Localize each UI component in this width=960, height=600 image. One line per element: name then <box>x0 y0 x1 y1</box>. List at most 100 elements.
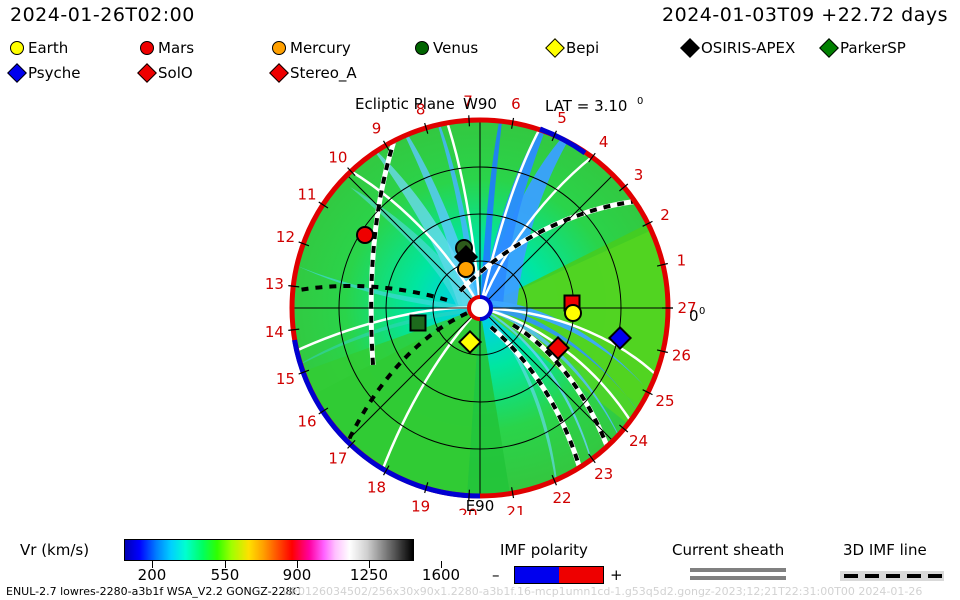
plot-marker-mercury[interactable] <box>457 260 475 278</box>
radial-tick-label-14: 14 <box>265 323 284 341</box>
radial-tick-label-11: 11 <box>298 185 317 203</box>
radial-tick-label-20: 20 <box>458 506 477 515</box>
radial-tick-mark <box>298 369 310 375</box>
radial-tick-label-10: 10 <box>328 148 347 166</box>
radial-tick-label-2: 2 <box>660 206 670 224</box>
colorbar-tick-label: 1250 <box>349 566 389 584</box>
colorbar-tick-label: 200 <box>137 566 167 584</box>
legend-item-osiris-apex[interactable]: OSIRIS-APEX <box>680 37 796 59</box>
osiris-apex-diamond-icon <box>680 38 700 58</box>
radial-tick-mark <box>656 262 668 267</box>
imf-line-dash <box>844 574 858 578</box>
colorbar-tick-mark <box>441 561 442 568</box>
radial-tick-label-25: 25 <box>655 392 674 410</box>
radial-tick-mark <box>619 424 629 433</box>
colorbar-gradient <box>125 540 413 560</box>
imf-line-dash <box>907 574 921 578</box>
radial-tick-label-7: 7 <box>463 95 473 110</box>
radial-tick-mark <box>511 487 515 499</box>
heliosphere-polar-plot: 1 2 3 4 5 6 7 8 9 10 11 12 13 14 15 16 17 18 19 20 21 22 23 24 2… <box>255 95 705 515</box>
radial-tick-mark <box>382 465 390 476</box>
legend-item-bepi[interactable]: Bepi <box>545 37 599 59</box>
radial-tick-label-18: 18 <box>367 478 386 496</box>
current-sheath-title: Current sheath <box>672 541 785 559</box>
legend-item-psyche[interactable]: Psyche <box>7 62 81 84</box>
radial-tick-mark <box>656 349 668 354</box>
radial-tick-label-4: 4 <box>599 133 609 151</box>
radial-tick-label-8: 8 <box>416 101 426 119</box>
legend-label-psyche: Psyche <box>28 64 81 82</box>
radial-tick-mark <box>588 453 596 464</box>
legend-item-stereo_a[interactable]: Stereo_A <box>269 62 357 84</box>
colorbar-tick-mark <box>369 561 370 568</box>
parkersp-diamond-icon <box>819 38 839 58</box>
legend-item-parkersp[interactable]: ParkerSP <box>819 37 906 59</box>
solo-diamond-icon <box>137 63 157 83</box>
mars-circle-icon <box>140 41 154 55</box>
radial-tick-label-17: 17 <box>328 450 347 468</box>
radial-tick-label-22: 22 <box>552 489 571 507</box>
radial-tick-label-19: 19 <box>411 497 430 515</box>
psyche-diamond-icon <box>7 63 27 83</box>
radial-tick-label-21: 21 <box>506 503 525 515</box>
radial-tick-label-24: 24 <box>629 432 648 450</box>
radial-tick-mark <box>588 152 596 163</box>
legend-item-earth[interactable]: Earth <box>10 37 68 59</box>
radial-tick-label-15: 15 <box>276 370 295 388</box>
right-meridian-degree-sup: 0 <box>699 306 705 317</box>
radial-tick-mark <box>347 167 356 177</box>
legend-item-venus[interactable]: Venus <box>415 37 478 59</box>
imf-line-dash <box>865 574 879 578</box>
radial-tick-label-5: 5 <box>557 109 567 127</box>
header-left-datetime: 2024-01-26T02:00 <box>10 4 195 26</box>
imf-line-sample <box>840 571 944 581</box>
legend-label-earth: Earth <box>28 39 69 57</box>
legend-label-mars: Mars <box>158 39 195 57</box>
venus-circle-icon <box>415 41 429 55</box>
plot-marker-solo[interactable] <box>545 335 571 361</box>
radial-tick-mark <box>468 489 471 501</box>
imf-negative-swatch <box>515 567 559 583</box>
imf-positive-swatch <box>559 567 603 583</box>
legend-item-mercury[interactable]: Mercury <box>272 37 351 59</box>
colorbar-tick-mark <box>225 561 226 568</box>
legend-label-osiris-apex: OSIRIS-APEX <box>701 39 796 57</box>
legend-label-venus: Venus <box>433 39 479 57</box>
colorbar-tick-mark <box>297 561 298 568</box>
plot-marker-psyche[interactable] <box>607 325 633 351</box>
colorbar-tick-label: 900 <box>282 566 312 584</box>
colorbar-tick-label: 550 <box>210 566 240 584</box>
radial-tick-mark <box>382 140 390 151</box>
plot-marker-bepi[interactable] <box>457 329 483 355</box>
radial-tick-mark <box>619 183 629 192</box>
radial-tick-mark <box>347 439 356 449</box>
legend-label-parkersp: ParkerSP <box>840 39 906 57</box>
boundary-ring-negative <box>292 339 481 499</box>
radial-tick-label-6: 6 <box>511 95 521 113</box>
radial-tick-label-3: 3 <box>634 166 644 184</box>
radial-tick-mark <box>642 389 653 396</box>
bepi-diamond-icon <box>545 38 565 58</box>
plot-marker-mars[interactable] <box>356 226 374 244</box>
legend-label-solo: SolO <box>158 64 193 82</box>
legend-label-mercury: Mercury <box>290 39 351 57</box>
boundary-ring-negative-top <box>539 126 587 156</box>
sun-marker <box>467 295 493 321</box>
legend-label-stereo_a: Stereo_A <box>290 64 357 82</box>
legend-row-bodies-1: Earth Mars Mercury Venus Bepi OSIRIS-APEX Park… <box>0 37 960 59</box>
radial-tick-mark <box>551 474 557 486</box>
colorbar-tick-label: 1600 <box>421 566 461 584</box>
plot-marker-parkersp[interactable] <box>409 314 427 332</box>
radial-tick-mark <box>424 122 429 134</box>
radial-tick-mark <box>288 328 300 332</box>
radial-tick-mark <box>318 407 329 415</box>
colorbar-tick-mark <box>152 561 153 568</box>
radial-tick-mark <box>318 201 329 209</box>
plot-marker-earth[interactable] <box>564 304 582 322</box>
plot-title: Ecliptic Plane <box>355 95 455 113</box>
legend-item-mars[interactable]: Mars <box>140 37 194 59</box>
radial-tick-label-13: 13 <box>265 275 284 293</box>
legend-item-solo[interactable]: SolO <box>137 62 193 84</box>
current-sheath-bar-bottom <box>690 576 786 580</box>
radial-tick-label-23: 23 <box>594 465 613 483</box>
